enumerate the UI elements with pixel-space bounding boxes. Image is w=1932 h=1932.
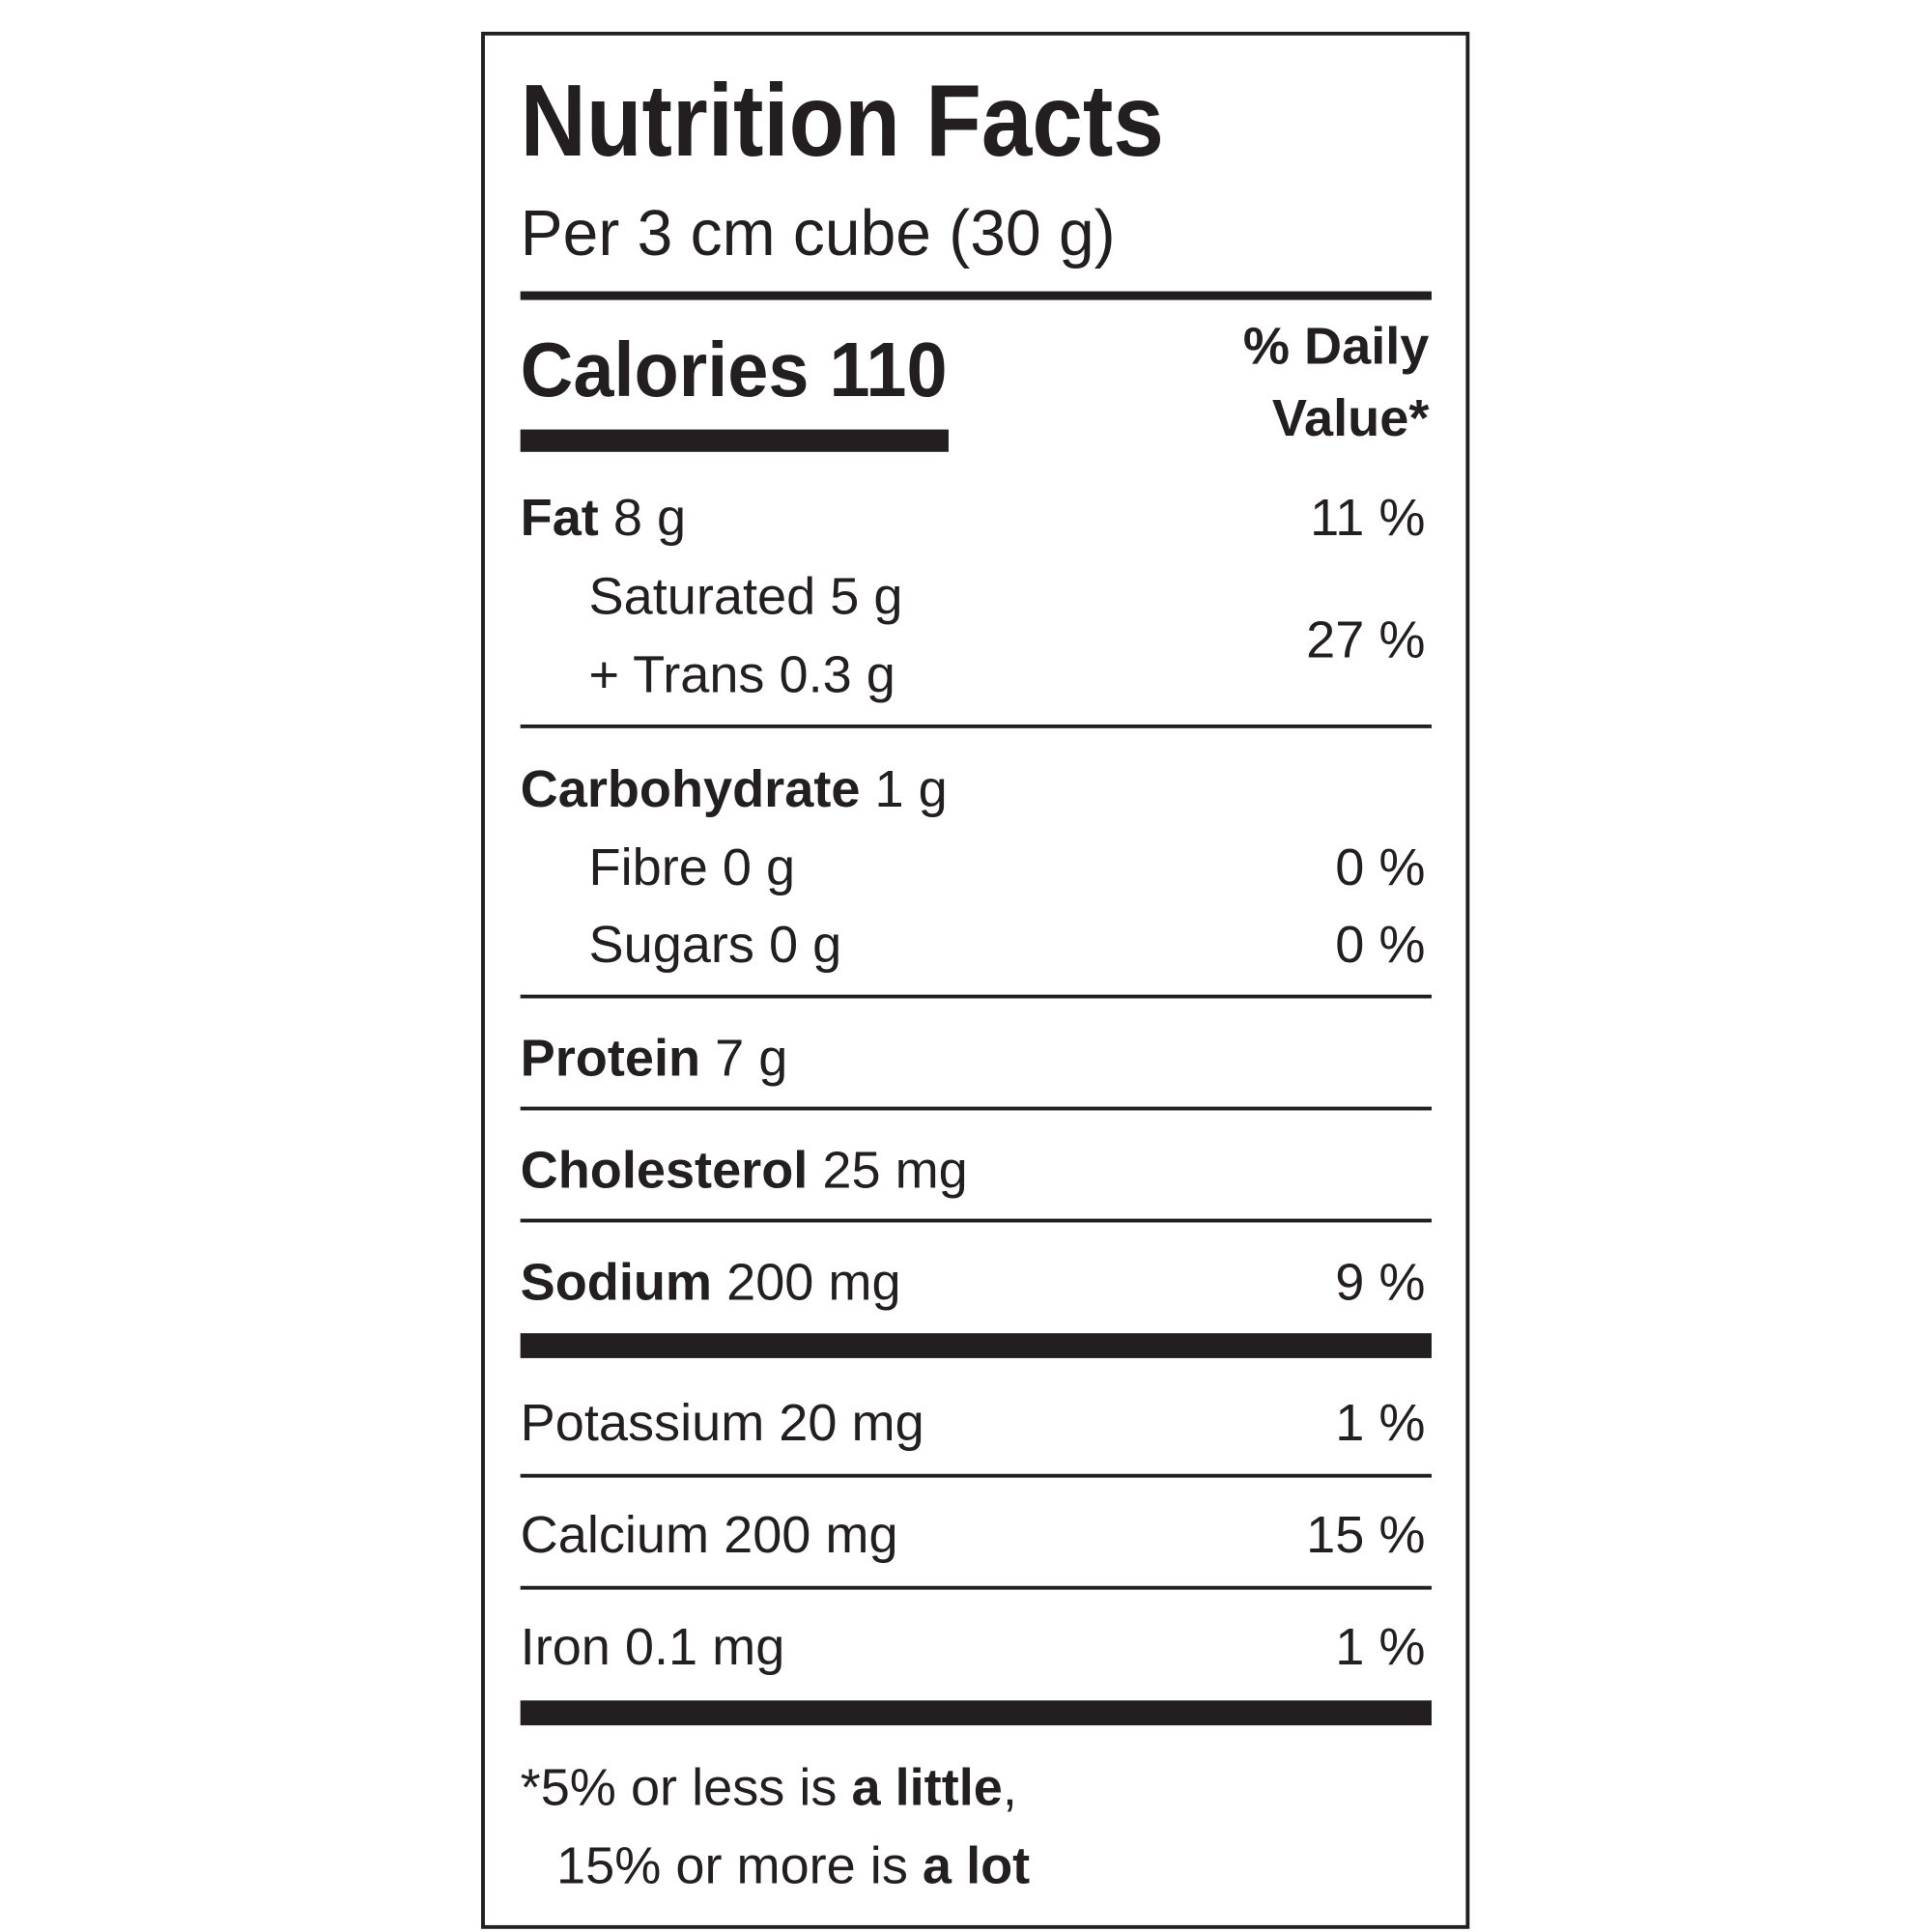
calories-value: 110 bbox=[830, 327, 948, 412]
rule-thick bbox=[520, 1333, 1432, 1358]
nutrient-name: Sodium bbox=[521, 1253, 712, 1311]
nutrient-amount: 1 g bbox=[875, 760, 948, 818]
nutrient-row: Potassium 20 mg bbox=[521, 1394, 924, 1452]
rule bbox=[520, 724, 1432, 728]
nutrient-row: Fat 8 g bbox=[521, 489, 686, 547]
rule bbox=[520, 994, 1432, 999]
nutrient-name: Fat bbox=[521, 489, 599, 547]
nutrient-row: Protein 7 g bbox=[521, 1029, 788, 1087]
daily-value: 0 % bbox=[1335, 916, 1425, 974]
footnote: *5% or less is a little, bbox=[521, 1759, 1017, 1817]
daily-value: 27 % bbox=[1306, 611, 1425, 668]
daily-value: 15 % bbox=[1306, 1506, 1425, 1564]
daily-value: 1 % bbox=[1335, 1618, 1425, 1676]
nutrient-name: Cholesterol bbox=[521, 1141, 809, 1199]
calories: Calories 110 bbox=[521, 327, 948, 412]
serving-size: Per 3 cm cube (30 g) bbox=[521, 197, 1116, 270]
nutrient-name: Carbohydrate bbox=[521, 760, 861, 818]
nutrient-row: Iron 0.1 mg bbox=[521, 1618, 785, 1676]
rule bbox=[520, 1473, 1432, 1478]
daily-value: 9 % bbox=[1335, 1253, 1425, 1311]
nutrient-sub: Saturated 5 g bbox=[589, 567, 903, 625]
footnote-emphasis: a little bbox=[851, 1759, 1002, 1817]
nutrient-row: Sodium 200 mg bbox=[521, 1253, 901, 1311]
nutrient-amount: 7 g bbox=[715, 1029, 787, 1087]
footnote: 15% or more is a lot bbox=[556, 1837, 1030, 1895]
rule-thick bbox=[520, 291, 1432, 300]
footnote-emphasis: a lot bbox=[923, 1837, 1030, 1895]
daily-value: 0 % bbox=[1335, 838, 1425, 896]
nutrient-row: Calcium 200 mg bbox=[521, 1506, 898, 1564]
nutrient-amount: 200 mg bbox=[726, 1253, 900, 1311]
nutrient-sub: Fibre 0 g bbox=[589, 838, 796, 896]
title: Nutrition Facts bbox=[521, 64, 1164, 178]
dv-heading: Value* bbox=[1272, 389, 1429, 447]
nutrient-amount: 8 g bbox=[613, 489, 686, 547]
nutrient-row: Cholesterol 25 mg bbox=[521, 1141, 968, 1199]
rule bbox=[520, 1585, 1432, 1590]
footnote-text: *5% or less is bbox=[521, 1759, 838, 1817]
label-border bbox=[481, 31, 1470, 1929]
nutrient-row: Carbohydrate 1 g bbox=[521, 760, 948, 818]
nutrient-sub: Sugars 0 g bbox=[589, 916, 842, 974]
rule bbox=[520, 1106, 1432, 1111]
daily-value: 1 % bbox=[1335, 1394, 1425, 1452]
rule bbox=[520, 1218, 1432, 1223]
dv-heading: % Daily bbox=[1243, 317, 1429, 375]
nutrient-amount: 25 mg bbox=[822, 1141, 967, 1199]
daily-value: 11 % bbox=[1310, 489, 1425, 547]
calories-bar bbox=[520, 429, 949, 452]
footnote-text: 15% or more is bbox=[556, 1837, 908, 1895]
nutrient-name: Protein bbox=[521, 1029, 700, 1087]
calories-label: Calories bbox=[521, 327, 810, 412]
nutrient-sub: + Trans 0.3 g bbox=[589, 645, 895, 703]
footnote-text: , bbox=[1003, 1759, 1017, 1817]
rule-thick bbox=[520, 1700, 1432, 1726]
